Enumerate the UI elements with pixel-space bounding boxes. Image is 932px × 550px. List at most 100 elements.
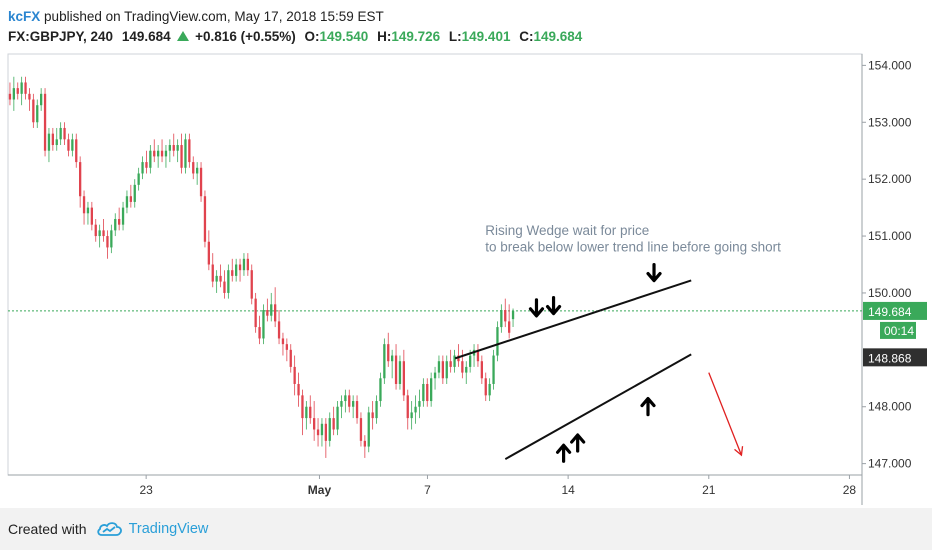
- countdown-box: [880, 321, 916, 339]
- candle-body: [496, 327, 499, 356]
- cloud-icon: [96, 522, 122, 536]
- candle-body: [332, 418, 335, 430]
- candle-body: [465, 366, 468, 373]
- candle-body: [262, 310, 265, 339]
- candle-body: [235, 264, 238, 276]
- candle-body: [129, 196, 132, 202]
- open-label: O:: [304, 29, 320, 44]
- candle-body: [387, 344, 390, 362]
- tradingview-brand: TradingView: [128, 521, 209, 537]
- candle-body: [445, 361, 448, 379]
- candle-body: [59, 127, 62, 140]
- trendline-lower: [504, 353, 692, 460]
- tradingview-logo[interactable]: TradingView: [96, 521, 209, 537]
- crosshair-price-box: [863, 348, 927, 367]
- candle-body: [258, 327, 261, 339]
- candle-body: [402, 361, 405, 396]
- price-tick-label: 151.000: [868, 229, 912, 243]
- price-tick-label: 147.000: [868, 457, 912, 471]
- created-with-text: Created with: [8, 521, 87, 537]
- candle-body: [500, 310, 503, 328]
- candle-body: [270, 304, 273, 316]
- candle-body: [484, 378, 487, 396]
- candlestick-chart[interactable]: 154.000 153.000 152.000 151.000 150.000 148.0…: [0, 52, 932, 507]
- candle-body: [102, 230, 105, 237]
- candle-body: [82, 196, 86, 214]
- candle-body: [203, 196, 207, 242]
- candle-body: [324, 423, 327, 441]
- candle-body: [90, 207, 93, 225]
- candle-body: [188, 139, 191, 163]
- candle-body: [172, 145, 175, 151]
- candle-body: [433, 372, 437, 379]
- candle-body: [371, 412, 374, 419]
- candle-body: [410, 412, 413, 419]
- candle-body: [511, 310, 515, 320]
- last-price-box: [863, 301, 927, 320]
- publisher-name[interactable]: kcFX: [8, 9, 41, 24]
- candle-body: [281, 338, 285, 345]
- candle-body: [274, 304, 277, 322]
- high-value: 149.726: [391, 29, 441, 44]
- candle-body: [383, 344, 386, 379]
- candle-body: [196, 167, 199, 174]
- close-value: 149.684: [533, 29, 583, 44]
- candle-body: [153, 150, 156, 157]
- candle-body: [79, 162, 82, 197]
- candle-body: [121, 207, 125, 225]
- candle-body: [297, 383, 300, 396]
- candle-body: [86, 207, 90, 214]
- candle-body: [488, 383, 491, 396]
- candle-body: [461, 361, 464, 373]
- candle-body: [320, 423, 324, 436]
- candle-body: [98, 230, 101, 237]
- candle-body: [106, 236, 109, 248]
- candle-body: [227, 270, 230, 293]
- last-price-label: 149.684: [868, 305, 912, 319]
- candle-body: [430, 378, 433, 402]
- candle-body: [344, 395, 347, 402]
- candle-body: [133, 184, 136, 202]
- candle-body: [215, 275, 218, 282]
- candle-body: [8, 93, 12, 100]
- price-tick-label: 152.000: [868, 172, 912, 186]
- candle-body: [266, 310, 269, 316]
- candle-body: [328, 418, 331, 441]
- candle-body: [367, 412, 370, 447]
- candle-body: [231, 270, 234, 276]
- candle-body: [359, 418, 363, 441]
- candle-body: [453, 355, 456, 367]
- candle-body: [340, 401, 343, 407]
- low-value: 149.401: [461, 29, 511, 44]
- candle-body: [437, 361, 441, 373]
- candle-body: [238, 264, 242, 271]
- time-tick-label: 21: [702, 483, 716, 497]
- candle-body: [305, 406, 308, 419]
- down-arrow-marker: [545, 296, 562, 316]
- candle-body: [32, 99, 35, 123]
- candle-body: [168, 145, 171, 151]
- crosshair-price-label: 148.868: [868, 351, 912, 365]
- time-tick-label: May: [308, 483, 332, 497]
- candle-body: [36, 105, 39, 123]
- candle-body: [24, 82, 27, 94]
- candle-body: [242, 258, 246, 271]
- candle-body: [293, 366, 296, 384]
- price-tick-label: 153.000: [868, 115, 912, 129]
- time-tick-label: 23: [139, 483, 153, 497]
- candle-body: [67, 139, 70, 151]
- candle-body: [114, 218, 117, 231]
- candle-body: [355, 401, 359, 419]
- trendline-upper: [454, 279, 692, 360]
- candle-body: [55, 139, 58, 146]
- down-arrow-marker: [646, 263, 662, 283]
- candle-body: [110, 230, 113, 248]
- price-tick-label: 148.000: [868, 400, 912, 414]
- candle-body: [94, 224, 97, 237]
- candle-body: [414, 406, 417, 413]
- price-tick-label: 150.000: [868, 286, 912, 300]
- price-tick-label: 154.000: [868, 58, 912, 72]
- candle-body: [51, 133, 54, 146]
- candle-body: [418, 401, 421, 407]
- candle-body: [149, 150, 152, 168]
